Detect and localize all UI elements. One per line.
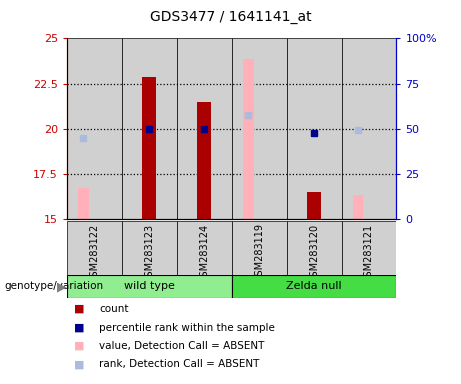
Text: genotype/variation: genotype/variation [5,281,104,291]
Text: ■: ■ [74,304,84,314]
Text: ■: ■ [74,341,84,351]
Bar [122,221,177,275]
Text: GSM283122: GSM283122 [89,223,99,283]
Bar [177,38,231,219]
Text: rank, Detection Call = ABSENT: rank, Detection Call = ABSENT [99,359,260,369]
Bar [142,77,156,219]
Text: GSM283119: GSM283119 [254,223,264,283]
Text: percentile rank within the sample: percentile rank within the sample [99,323,275,333]
Bar [231,38,287,219]
Text: GSM283120: GSM283120 [309,223,319,283]
Bar [242,59,254,219]
Text: GSM283123: GSM283123 [144,223,154,283]
Bar [287,221,342,275]
Text: ■: ■ [74,359,84,369]
Text: GSM283124: GSM283124 [199,223,209,283]
Bar [342,38,396,219]
Text: count: count [99,304,129,314]
Bar [287,38,342,219]
Bar [78,188,89,219]
Bar [67,275,231,298]
Bar [197,101,211,219]
Bar [67,221,122,275]
Bar [177,221,231,275]
Text: GSM283121: GSM283121 [364,223,374,283]
Text: wild type: wild type [124,281,175,291]
Text: GDS3477 / 1641141_at: GDS3477 / 1641141_at [150,10,311,23]
Text: ▶: ▶ [58,280,67,293]
Bar [307,192,321,219]
Bar [67,38,122,219]
Bar [342,221,396,275]
Bar [122,38,177,219]
Text: Zelda null: Zelda null [286,281,342,291]
Bar [353,195,363,219]
Text: value, Detection Call = ABSENT: value, Detection Call = ABSENT [99,341,265,351]
Bar [231,275,396,298]
Text: ■: ■ [74,323,84,333]
Bar [231,221,287,275]
